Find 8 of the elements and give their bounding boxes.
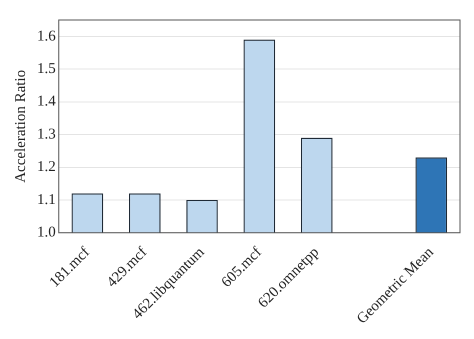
y-tick-label: 1.5 xyxy=(37,61,56,78)
y-tick-label: 1.3 xyxy=(37,126,56,142)
y-axis-title: Acceleration Ratio xyxy=(12,70,29,183)
y-tick-label: 1.2 xyxy=(37,159,56,176)
y-tick-label: 1.4 xyxy=(37,94,56,110)
y-tick-label: 1.1 xyxy=(37,192,56,208)
y-tick-label: 1.0 xyxy=(37,224,56,241)
y-tick-label: 1.6 xyxy=(37,28,56,44)
